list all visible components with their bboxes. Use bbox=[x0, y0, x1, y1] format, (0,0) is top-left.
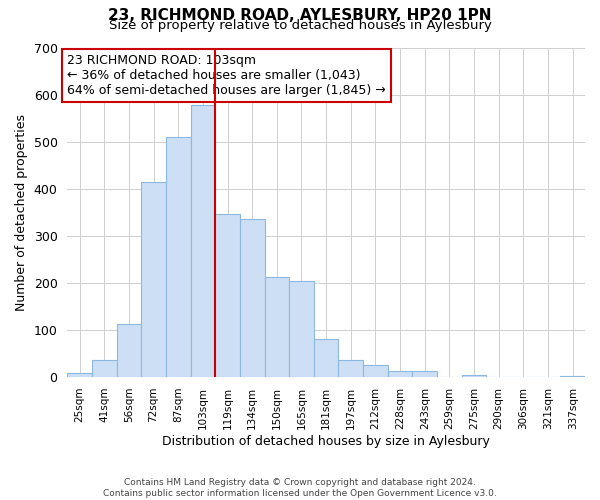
Bar bbox=[191, 105, 215, 377]
Bar bbox=[116, 324, 141, 377]
Bar bbox=[215, 214, 240, 377]
Bar bbox=[265, 278, 289, 377]
Text: Size of property relative to detached houses in Aylesbury: Size of property relative to detached ho… bbox=[109, 19, 491, 32]
Text: 23 RICHMOND ROAD: 103sqm
← 36% of detached houses are smaller (1,043)
64% of sem: 23 RICHMOND ROAD: 103sqm ← 36% of detach… bbox=[67, 54, 386, 97]
Text: 23, RICHMOND ROAD, AYLESBURY, HP20 1PN: 23, RICHMOND ROAD, AYLESBURY, HP20 1PN bbox=[108, 8, 492, 22]
Text: Contains HM Land Registry data © Crown copyright and database right 2024.
Contai: Contains HM Land Registry data © Crown c… bbox=[103, 478, 497, 498]
Bar bbox=[314, 340, 338, 377]
Bar bbox=[462, 374, 487, 377]
Bar bbox=[141, 182, 166, 377]
Bar bbox=[560, 376, 585, 377]
X-axis label: Distribution of detached houses by size in Aylesbury: Distribution of detached houses by size … bbox=[162, 434, 490, 448]
Bar bbox=[67, 374, 92, 377]
Bar bbox=[412, 371, 437, 377]
Bar bbox=[92, 360, 116, 377]
Bar bbox=[289, 281, 314, 377]
Bar bbox=[388, 371, 412, 377]
Bar bbox=[363, 365, 388, 377]
Bar bbox=[240, 220, 265, 377]
Bar bbox=[338, 360, 363, 377]
Bar bbox=[166, 137, 191, 377]
Y-axis label: Number of detached properties: Number of detached properties bbox=[15, 114, 28, 311]
